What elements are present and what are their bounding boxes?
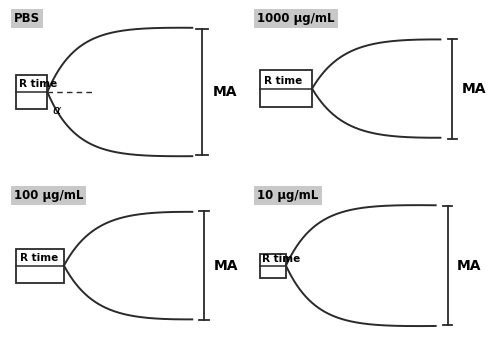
Bar [260, 254, 286, 278]
Text: MA: MA [457, 258, 481, 273]
Text: MA: MA [214, 258, 238, 273]
Bar [16, 249, 64, 283]
Text: 1000 μg/mL: 1000 μg/mL [258, 12, 335, 25]
Text: $\alpha$: $\alpha$ [52, 104, 62, 117]
Text: MA: MA [462, 82, 486, 96]
Text: 100 μg/mL: 100 μg/mL [14, 189, 84, 202]
Text: PBS: PBS [14, 12, 40, 25]
Bar [16, 75, 48, 109]
Text: R time: R time [264, 75, 302, 86]
Text: R time: R time [20, 253, 59, 263]
Text: R time: R time [19, 79, 57, 89]
Text: MA: MA [212, 85, 237, 99]
Bar [260, 70, 312, 107]
Text: 10 μg/mL: 10 μg/mL [258, 189, 318, 202]
Text: R time: R time [262, 254, 300, 264]
